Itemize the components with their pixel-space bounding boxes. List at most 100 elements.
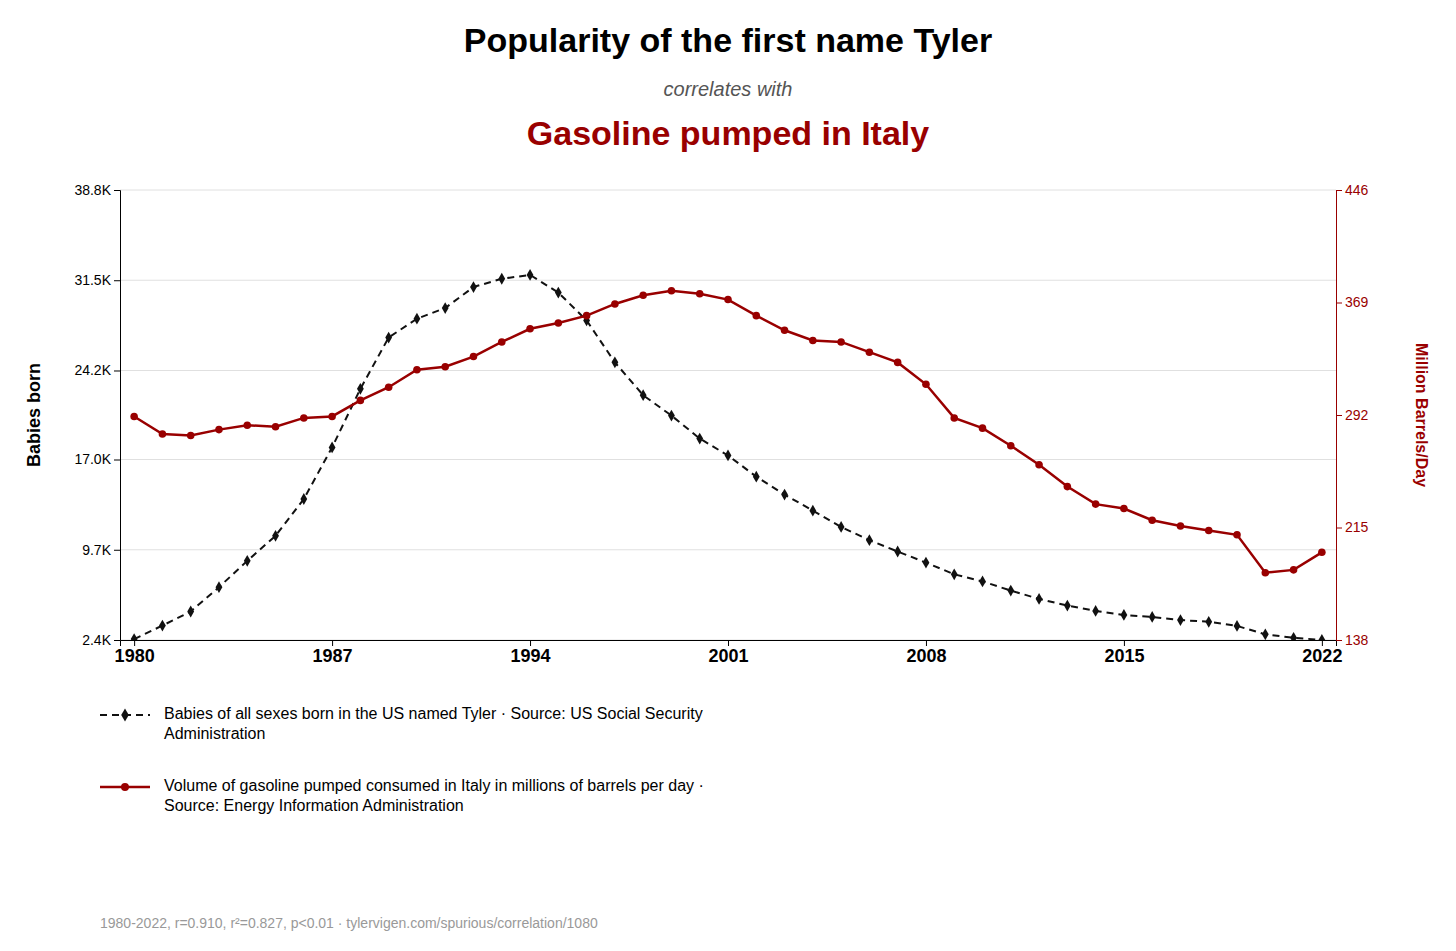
tick-line	[114, 370, 120, 371]
tick: 2008	[906, 640, 946, 666]
tick-label: 2015	[1104, 646, 1144, 666]
x-axis: 1980 1987 1994 2001 2008 2015 2022	[115, 640, 1343, 666]
point	[1148, 516, 1156, 524]
line	[134, 275, 1322, 640]
legend: Babies of all sexes born in the US named…	[100, 705, 704, 814]
point	[442, 302, 449, 314]
tick: 138	[1336, 632, 1369, 648]
tick-line	[1336, 528, 1342, 529]
tick: 2022	[1302, 640, 1342, 666]
y2-axis-title: Million Barrels/Day	[1413, 343, 1430, 487]
axis-domain	[1337, 191, 1343, 641]
series	[130, 287, 1325, 577]
tick-label: 138	[1345, 632, 1369, 648]
tick: 2015	[1104, 640, 1144, 666]
point	[639, 291, 647, 299]
tick-label: 1994	[511, 646, 551, 666]
tick-label: 9.7K	[82, 542, 111, 558]
grid	[120, 190, 1336, 640]
point	[215, 426, 223, 434]
point	[1262, 628, 1269, 640]
point	[696, 433, 703, 445]
legend-marker	[121, 708, 129, 721]
point	[187, 606, 194, 618]
tick-label: 1987	[313, 646, 353, 666]
tick: 215	[1336, 519, 1369, 535]
point	[1120, 505, 1128, 513]
point	[1092, 605, 1099, 617]
point	[1092, 500, 1100, 508]
grid-line	[120, 280, 1336, 281]
point	[668, 287, 676, 295]
point	[300, 414, 308, 422]
legend-label: Volume of gasoline pumped consumed in It…	[164, 777, 704, 814]
tick-label: 24.2K	[74, 362, 111, 378]
point	[838, 521, 845, 533]
tick: 369	[1336, 294, 1369, 310]
legend-label-line: Babies of all sexes born in the US named…	[164, 705, 703, 722]
tick: 2001	[708, 640, 748, 666]
point	[357, 397, 365, 405]
tick-label: 292	[1345, 407, 1369, 423]
axis-domain	[114, 191, 121, 641]
tick-line	[114, 190, 120, 191]
tick: 1994	[511, 640, 551, 666]
point	[979, 424, 987, 432]
point	[414, 313, 421, 325]
tick-line	[114, 460, 120, 461]
grid-line	[120, 190, 1336, 191]
point	[329, 442, 336, 454]
point	[1233, 531, 1241, 539]
point	[243, 421, 251, 429]
tick-label: 369	[1345, 294, 1369, 310]
point	[724, 296, 732, 304]
tick: 1980	[115, 640, 155, 666]
tick: 38.8K	[74, 182, 120, 198]
point	[1007, 585, 1014, 597]
point	[1007, 442, 1015, 450]
title: Popularity of the first name Tyler	[464, 21, 992, 59]
point	[1149, 611, 1156, 623]
marks	[130, 269, 1325, 640]
point	[130, 413, 138, 421]
point	[809, 505, 816, 517]
point	[696, 290, 704, 298]
point	[1064, 600, 1071, 612]
point	[611, 356, 618, 368]
y-axis: 2.4K9.7K17.0K24.2K31.5K38.8K	[74, 182, 120, 648]
point	[1177, 522, 1185, 530]
point	[272, 530, 279, 542]
grid-line	[120, 549, 1336, 550]
series	[131, 269, 1326, 640]
point	[1035, 461, 1043, 469]
tick-label: 2008	[906, 646, 946, 666]
point	[526, 325, 534, 333]
point	[725, 450, 732, 462]
tick-label: 2.4K	[82, 632, 111, 648]
point	[385, 383, 393, 391]
point	[272, 423, 280, 431]
point	[1318, 549, 1326, 557]
point	[894, 359, 902, 367]
point	[922, 381, 930, 389]
point	[894, 546, 901, 558]
point	[555, 319, 563, 327]
point	[809, 337, 817, 345]
tick-label: 446	[1345, 182, 1369, 198]
point	[1234, 620, 1241, 632]
point	[1290, 566, 1298, 574]
point	[640, 389, 647, 401]
footnote: 1980-2022, r=0.910, r²=0.827, p<0.01 · t…	[100, 915, 598, 931]
point	[385, 332, 392, 344]
tick-line	[114, 550, 120, 551]
title-second: Gasoline pumped in Italy	[527, 114, 929, 152]
point	[413, 366, 421, 374]
tick-line	[1336, 640, 1342, 641]
legend-label-line: Volume of gasoline pumped consumed in It…	[164, 777, 704, 794]
tick-line	[1336, 415, 1342, 416]
point	[1177, 614, 1184, 626]
point	[159, 620, 166, 632]
legend-label-line: Administration	[164, 725, 265, 742]
point	[470, 281, 477, 293]
point	[583, 312, 591, 320]
